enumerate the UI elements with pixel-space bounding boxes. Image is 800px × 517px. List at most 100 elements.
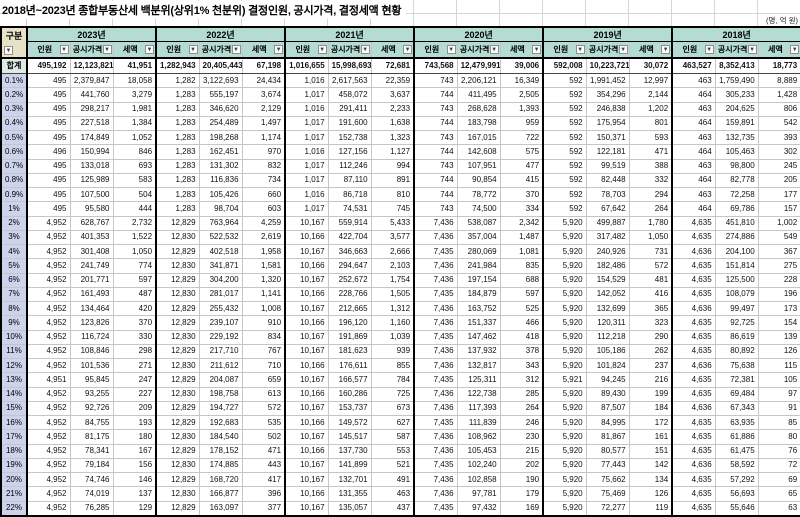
value-cell[interactable]: 1,759,490 [714, 72, 759, 89]
value-cell[interactable]: 205 [757, 172, 800, 189]
value-cell[interactable]: 161,493 [69, 286, 114, 303]
value-cell[interactable]: 416 [628, 286, 673, 303]
value-cell[interactable]: 441,760 [69, 87, 114, 103]
value-cell[interactable]: 10,166 [284, 286, 329, 303]
value-cell[interactable]: 592 [542, 158, 587, 174]
value-cell[interactable]: 939 [370, 343, 415, 360]
value-cell[interactable]: 12,829 [155, 272, 200, 288]
value-cell[interactable]: 150,994 [69, 144, 114, 160]
value-cell[interactable]: 102,240 [456, 457, 501, 474]
value-cell[interactable]: 4,635 [671, 486, 716, 502]
value-cell[interactable]: 247 [112, 372, 157, 388]
value-cell[interactable]: 393 [757, 129, 800, 146]
value-cell[interactable]: 743 [413, 158, 458, 174]
value-cell[interactable]: 5,920 [542, 272, 587, 288]
value-cell[interactable]: 216 [628, 372, 673, 388]
col-header-assessed-price-2018[interactable]: 공시가격 ▼ [714, 41, 759, 59]
value-cell[interactable]: 549 [757, 229, 800, 246]
col-header-personnel-2023[interactable]: 인원 ▼ [26, 41, 71, 59]
value-cell[interactable]: 597 [112, 272, 157, 288]
value-cell[interactable]: 196,120 [327, 315, 372, 331]
value-cell[interactable]: 4,952 [26, 343, 71, 360]
value-cell[interactable]: 5,920 [542, 443, 587, 459]
row-label[interactable]: 4% [0, 243, 28, 260]
value-cell[interactable]: 145,517 [327, 429, 372, 445]
value-cell[interactable]: 10,167 [284, 300, 329, 317]
value-cell[interactable]: 245 [757, 158, 800, 174]
value-cell[interactable]: 2,617,563 [327, 72, 372, 89]
value-cell[interactable]: 149,572 [327, 414, 372, 431]
value-cell[interactable]: 90,854 [456, 172, 501, 189]
value-cell[interactable]: 1,002 [757, 215, 800, 231]
value-cell[interactable]: 174,849 [69, 129, 114, 146]
row-label[interactable]: 16% [0, 414, 28, 431]
filter-dropdown-icon-assessed-price-2020[interactable]: ▼ [489, 45, 499, 54]
value-cell[interactable]: 304,200 [198, 272, 243, 288]
value-cell[interactable]: 12,830 [155, 386, 200, 402]
value-cell[interactable]: 1,320 [241, 272, 286, 288]
value-cell[interactable]: 154,529 [585, 272, 630, 288]
value-cell[interactable]: 603 [241, 201, 286, 217]
value-cell[interactable]: 4,952 [26, 429, 71, 445]
value-cell[interactable]: 22,359 [370, 72, 415, 89]
value-cell[interactable]: 4,635 [671, 215, 716, 231]
value-cell[interactable]: 211,612 [198, 357, 243, 374]
value-cell[interactable]: 365 [628, 300, 673, 317]
value-cell[interactable]: 2,505 [499, 87, 544, 103]
value-cell[interactable]: 285 [499, 386, 544, 402]
value-cell[interactable]: 420 [112, 300, 157, 317]
value-cell[interactable]: 415 [499, 172, 544, 189]
value-cell[interactable]: 592 [542, 172, 587, 189]
value-cell[interactable]: 5,920 [542, 400, 587, 417]
filter-dropdown-icon-personnel-2019[interactable]: ▼ [575, 45, 585, 54]
value-cell[interactable]: 10,166 [284, 414, 329, 431]
value-cell[interactable]: 240,926 [585, 243, 630, 260]
filter-dropdown-icon-tax-amount-2021[interactable]: ▼ [403, 45, 413, 54]
value-cell[interactable]: 1,081 [499, 243, 544, 260]
value-cell[interactable]: 458,072 [327, 87, 372, 103]
value-cell[interactable]: 834 [241, 329, 286, 345]
value-cell[interactable]: 157 [757, 201, 800, 217]
value-cell[interactable]: 744 [413, 144, 458, 160]
value-cell[interactable]: 228,766 [327, 286, 372, 303]
year-header-2018[interactable]: 2018년 [671, 26, 800, 42]
value-cell[interactable]: 184,879 [456, 286, 501, 303]
value-cell[interactable]: 160,286 [327, 386, 372, 402]
value-cell[interactable]: 846 [112, 144, 157, 160]
value-cell[interactable]: 10,166 [284, 229, 329, 246]
value-cell[interactable]: 597 [499, 286, 544, 303]
value-cell[interactable]: 8,889 [757, 72, 800, 89]
value-cell[interactable]: 177 [757, 186, 800, 203]
value-cell[interactable]: 763,964 [198, 215, 243, 231]
value-cell[interactable]: 4,952 [26, 329, 71, 345]
value-cell[interactable]: 743 [413, 72, 458, 89]
value-cell[interactable]: 1,384 [112, 115, 157, 132]
value-cell[interactable]: 174,885 [198, 457, 243, 474]
value-cell[interactable]: 4,636 [671, 357, 716, 374]
value-cell[interactable]: 5,433 [370, 215, 415, 231]
col-header-assessed-price-2021[interactable]: 공시가격 ▼ [327, 41, 372, 59]
value-cell[interactable]: 10,167 [284, 400, 329, 417]
value-cell[interactable]: 72,277 [585, 500, 630, 517]
value-cell[interactable]: 91 [757, 400, 800, 417]
value-cell[interactable]: 173 [757, 300, 800, 317]
value-cell[interactable]: 8,352,413 [714, 57, 759, 74]
value-cell[interactable]: 67,642 [585, 201, 630, 217]
value-cell[interactable]: 2,233 [370, 101, 415, 117]
value-cell[interactable]: 55,646 [714, 500, 759, 517]
value-cell[interactable]: 401,353 [69, 229, 114, 246]
value-cell[interactable]: 12,829 [155, 414, 200, 431]
value-cell[interactable]: 346,663 [327, 243, 372, 260]
value-cell[interactable]: 575 [499, 144, 544, 160]
row-label[interactable]: 5% [0, 258, 28, 274]
value-cell[interactable]: 7,435 [413, 372, 458, 388]
value-cell[interactable]: 2,732 [112, 215, 157, 231]
value-cell[interactable]: 1,283 [155, 158, 200, 174]
value-cell[interactable]: 274,886 [714, 229, 759, 246]
value-cell[interactable]: 12,830 [155, 329, 200, 345]
value-cell[interactable]: 1,497 [241, 115, 286, 132]
value-cell[interactable]: 7,435 [413, 500, 458, 517]
value-cell[interactable]: 97 [757, 386, 800, 402]
value-cell[interactable]: 688 [499, 272, 544, 288]
value-cell[interactable]: 12,830 [155, 229, 200, 246]
